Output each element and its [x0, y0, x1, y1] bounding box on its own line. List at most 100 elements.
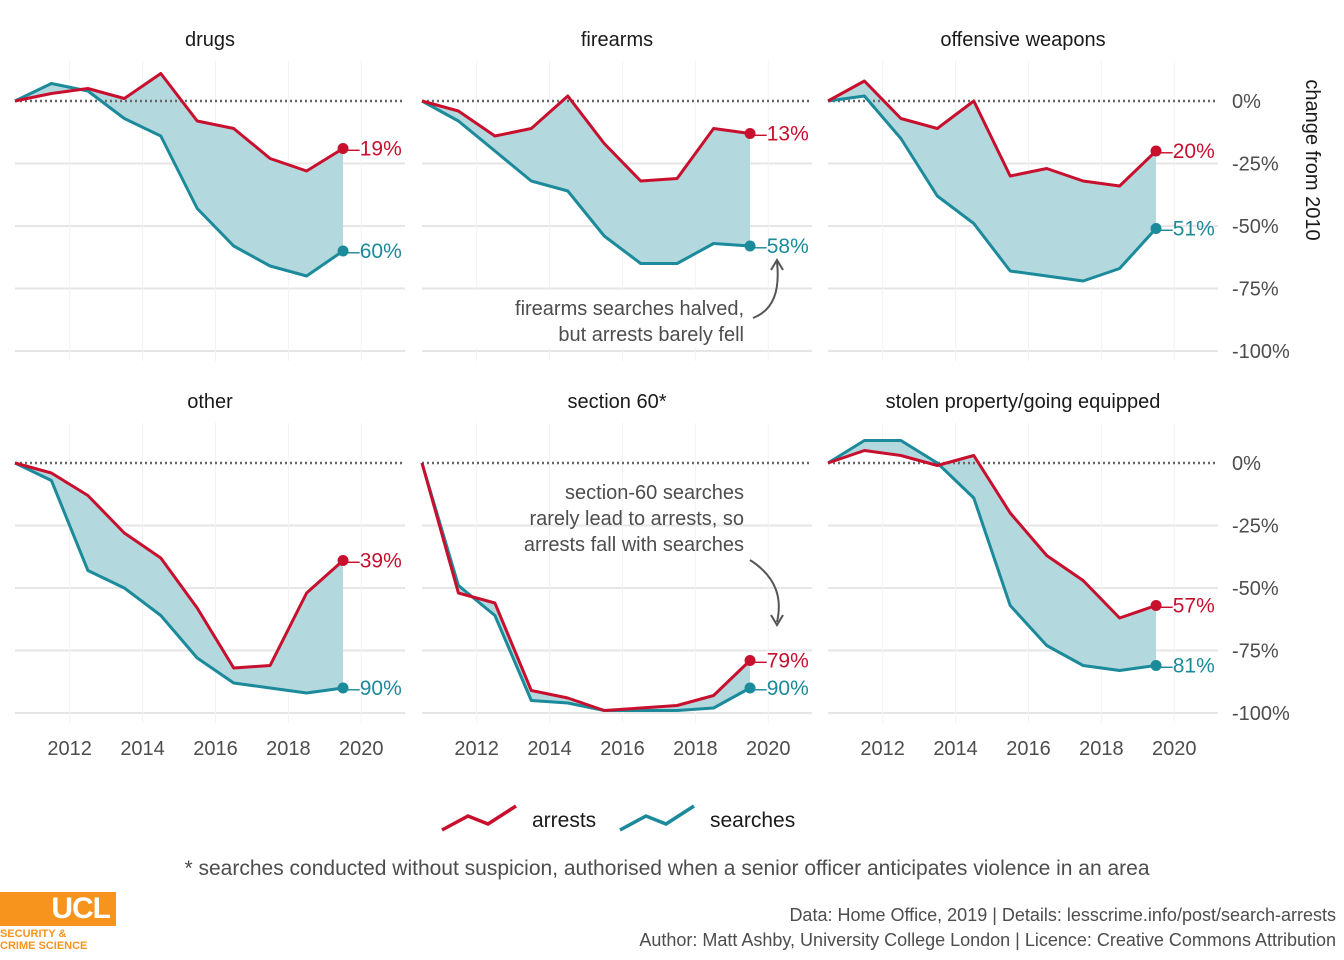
arrests-end-dot	[1150, 145, 1162, 157]
searches-end-dot	[744, 240, 756, 252]
gap-area	[15, 463, 343, 693]
searches-end-label: –90%	[755, 677, 809, 700]
gap-area	[828, 440, 1156, 671]
gap-area	[828, 81, 1156, 281]
x-tick-label: 2012	[454, 738, 499, 760]
searches-line	[421, 99, 751, 265]
searches-end-label: –81%	[1161, 655, 1215, 678]
annotation-text: rarely lead to arrests, so	[529, 508, 744, 530]
panel-title: drugs	[185, 29, 235, 51]
panel-title: offensive weapons	[940, 29, 1105, 51]
y-tick-label: -25%	[1232, 516, 1279, 538]
annotation-text: but arrests barely fell	[558, 324, 744, 346]
panel-other: –39% –90% other 2012 2014 2016 2018 2020	[14, 391, 405, 760]
x-tick-label: 2016	[600, 738, 645, 760]
caption-line: Data: Home Office, 2019 | Details: lessc…	[789, 905, 1336, 925]
x-tick-label: 2012	[47, 738, 92, 760]
x-tick-label: 2014	[527, 738, 572, 760]
x-tick-label: 2020	[1152, 738, 1197, 760]
annotation-arrowhead	[770, 258, 784, 271]
arrests-line	[420, 462, 752, 712]
x-tick-label: 2012	[860, 738, 905, 760]
searches-line	[420, 462, 751, 712]
panel-offensive-weapons: –20% –51% offensive weapons 0% -25% -50% -75% -…	[827, 29, 1290, 363]
arrests-end-label: –57%	[1161, 595, 1215, 618]
legend-arrests-swatch	[441, 804, 517, 832]
x-tick-label: 2014	[933, 738, 978, 760]
legend-searches-swatch	[619, 804, 695, 832]
gap-area	[15, 73, 343, 276]
searches-end-dot	[1150, 223, 1162, 234]
arrests-line	[827, 79, 1158, 188]
annotation-section-60: section-60 searches rarely lead to arrest…	[524, 482, 784, 627]
panel-title: stolen property/going equipped	[886, 391, 1161, 413]
y-tick-label: -100%	[1232, 341, 1290, 363]
y-tick-label: -25%	[1232, 154, 1279, 176]
x-tick-label: 2016	[193, 738, 238, 760]
y-tick-label: -75%	[1232, 279, 1279, 301]
arrests-end-dot	[1150, 600, 1162, 611]
legend-arrests-label: arrests	[532, 809, 596, 832]
footnote: * searches conducted without suspicion, …	[184, 857, 1149, 880]
panel-title: other	[187, 391, 233, 413]
panel-title: section 60*	[568, 391, 667, 413]
x-tick-label: 2014	[120, 738, 165, 760]
ucl-logo-mark: UCL	[0, 892, 116, 926]
y-tick-label: -75%	[1232, 641, 1279, 663]
y-tick-label: -50%	[1232, 578, 1279, 600]
annotation-arrow	[752, 261, 779, 319]
annotation-arrowhead	[770, 614, 784, 627]
x-tick-label: 2018	[673, 738, 718, 760]
arrests-line	[827, 449, 1157, 620]
arrests-end-label: –13%	[755, 123, 809, 146]
searches-line	[14, 461, 344, 695]
y-tick-label: 0%	[1232, 91, 1261, 113]
annotation-text: section-60 searches	[565, 482, 744, 504]
panel-title: firearms	[581, 29, 653, 51]
y-axis-title: change from 2010	[1301, 79, 1323, 240]
y-tick-label: -100%	[1232, 703, 1290, 725]
y-tick-label: 0%	[1232, 453, 1261, 475]
arrests-end-label: –20%	[1161, 140, 1215, 163]
panel-section-60: –79% –90% section 60* 2012 2014 2016 2018 2020	[420, 391, 812, 760]
searches-end-dot	[337, 245, 349, 257]
searches-line	[14, 82, 344, 278]
arrests-end-label: –39%	[348, 550, 402, 573]
annotation-text: firearms searches halved,	[515, 298, 744, 320]
arrests-end-dot	[337, 555, 349, 566]
searches-end-label: –90%	[348, 677, 402, 700]
x-tick-label: 2018	[266, 738, 311, 760]
x-tick-label: 2016	[1006, 738, 1051, 760]
searches-line	[827, 439, 1157, 672]
searches-end-label: –60%	[348, 240, 402, 263]
arrests-end-label: –19%	[348, 138, 402, 161]
arrests-line	[14, 72, 344, 173]
searches-end-label: –58%	[755, 235, 809, 258]
panel-firearms: –13% –58% firearms	[421, 29, 812, 361]
x-tick-label: 2020	[339, 738, 384, 760]
arrests-line	[14, 461, 344, 670]
arrests-end-dot	[744, 655, 756, 666]
legend-searches-label: searches	[710, 809, 795, 832]
searches-end-label: –51%	[1161, 218, 1215, 241]
annotation-arrow	[749, 559, 780, 623]
searches-line	[827, 94, 1158, 283]
arrests-line	[421, 94, 751, 183]
panel-stolen-property-going-equipped: –57% –81% stolen property/going equipped 0%…	[827, 391, 1290, 760]
annotation-background	[452, 290, 752, 348]
annotation-firearms: firearms searches halved, but arrests bar…	[452, 258, 784, 348]
arrests-end-dot	[744, 128, 756, 139]
x-tick-label: 2020	[746, 738, 791, 760]
y-tick-label: -50%	[1232, 216, 1279, 238]
x-tick-label: 2018	[1079, 738, 1124, 760]
ucl-logo-subtitle: SECURITY & CRIME SCIENCE	[0, 928, 88, 952]
searches-end-dot	[337, 682, 349, 694]
legend: arrests searches	[441, 804, 795, 832]
ucl-logo: UCL SECURITY & CRIME SCIENCE	[0, 892, 118, 960]
caption-line: Author: Matt Ashby, University College L…	[639, 930, 1336, 950]
arrests-end-label: –79%	[755, 650, 809, 673]
gap-area	[422, 96, 750, 264]
annotation-text: arrests fall with searches	[524, 534, 744, 556]
searches-end-dot	[1150, 660, 1162, 671]
